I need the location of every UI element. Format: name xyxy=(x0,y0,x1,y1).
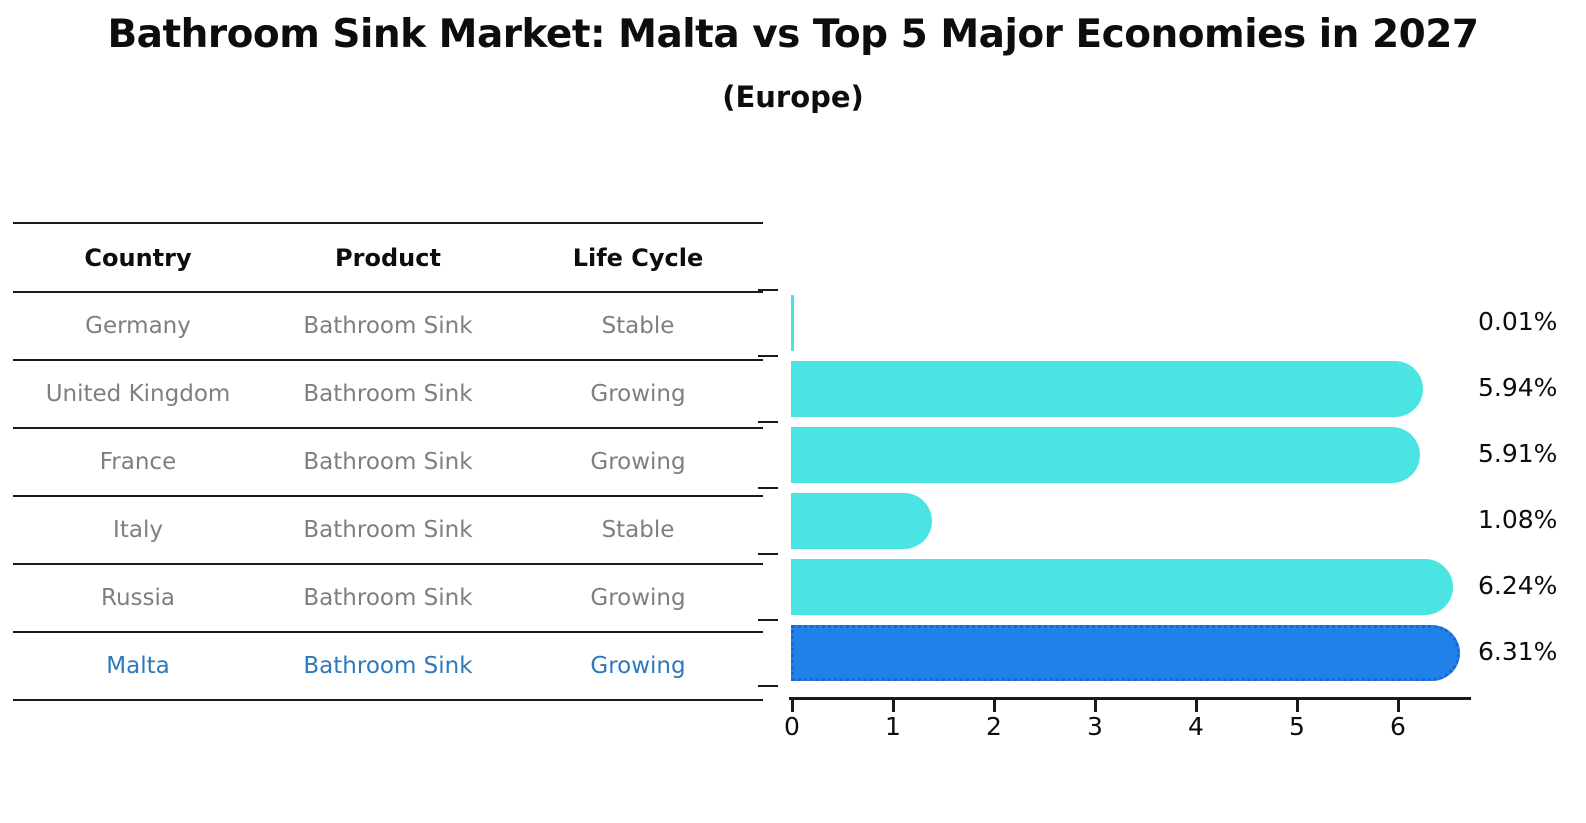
x-axis-tick xyxy=(1397,700,1400,712)
cell-country: Italy xyxy=(113,517,163,543)
x-axis-tick-label: 1 xyxy=(885,712,901,741)
cell-product: Bathroom Sink xyxy=(303,313,473,339)
bar-france xyxy=(791,427,1420,483)
cell-country: Germany xyxy=(85,313,191,339)
table-row-germany: Germany Bathroom Sink Stable xyxy=(13,293,763,361)
x-axis-tick xyxy=(892,700,895,712)
x-axis-tick xyxy=(791,700,794,712)
cell-life-cycle: Stable xyxy=(601,517,675,543)
x-axis-tick-label: 3 xyxy=(1087,712,1103,741)
cell-life-cycle: Stable xyxy=(601,313,675,339)
x-axis-tick-label: 2 xyxy=(986,712,1002,741)
data-table: Country Product Life Cycle Germany Bathr… xyxy=(13,222,763,701)
cell-life-cycle: Growing xyxy=(590,585,686,611)
x-axis-tick xyxy=(1195,700,1198,712)
x-axis-tick-label: 5 xyxy=(1289,712,1305,741)
value-label-italy: 1.08% xyxy=(1478,505,1558,534)
value-label-united-kingdom: 5.94% xyxy=(1478,373,1558,402)
value-label-russia: 6.24% xyxy=(1478,571,1558,600)
table-row-italy: Italy Bathroom Sink Stable xyxy=(13,497,763,565)
x-axis-tick xyxy=(1296,700,1299,712)
bar-malta xyxy=(791,625,1461,681)
cell-product: Bathroom Sink xyxy=(303,653,473,679)
cell-life-cycle: Growing xyxy=(590,449,686,475)
cell-product: Bathroom Sink xyxy=(303,449,473,475)
cell-life-cycle: Growing xyxy=(590,653,686,679)
value-label-malta: 6.31% xyxy=(1478,637,1558,666)
value-label-germany: 0.01% xyxy=(1478,307,1558,336)
bar-germany xyxy=(791,295,794,351)
cell-product: Bathroom Sink xyxy=(303,517,473,543)
cell-product: Bathroom Sink xyxy=(303,381,473,407)
bar-italy xyxy=(791,493,933,549)
column-header-product: Product xyxy=(335,243,441,272)
cell-product: Bathroom Sink xyxy=(303,585,473,611)
table-row-malta: Malta Bathroom Sink Growing xyxy=(13,633,763,701)
table-row-france: France Bathroom Sink Growing xyxy=(13,429,763,497)
x-axis-tick-label: 0 xyxy=(784,712,800,741)
cell-country: Russia xyxy=(101,585,175,611)
cell-country: Malta xyxy=(106,653,170,679)
column-header-life-cycle: Life Cycle xyxy=(572,243,704,272)
bar-russia xyxy=(791,559,1454,615)
chart-title: Bathroom Sink Market: Malta vs Top 5 Maj… xyxy=(107,12,1479,57)
x-axis-tick-label: 4 xyxy=(1188,712,1204,741)
table-header-row: Country Product Life Cycle xyxy=(13,224,763,293)
chart-subtitle: (Europe) xyxy=(722,80,864,114)
cell-life-cycle: Growing xyxy=(590,381,686,407)
column-header-country: Country xyxy=(84,243,192,272)
x-axis-line xyxy=(789,697,1471,700)
value-label-france: 5.91% xyxy=(1478,439,1558,468)
cell-country: United Kingdom xyxy=(45,381,231,407)
table-row-russia: Russia Bathroom Sink Growing xyxy=(13,565,763,633)
x-axis-tick xyxy=(993,700,996,712)
x-axis-tick-label: 6 xyxy=(1390,712,1406,741)
cell-country: France xyxy=(99,449,177,475)
bar-united-kingdom xyxy=(791,361,1423,417)
x-axis-tick xyxy=(1094,700,1097,712)
table-row-united-kingdom: United Kingdom Bathroom Sink Growing xyxy=(13,361,763,429)
